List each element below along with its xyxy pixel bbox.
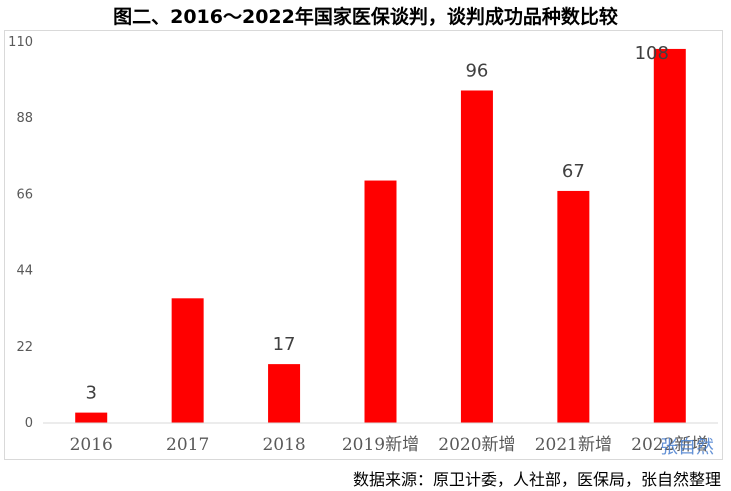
x-tick-label: 2022新增: [631, 435, 708, 455]
y-tick-label: 66: [16, 187, 33, 202]
data-label: 67: [562, 161, 585, 182]
watermark: 张自然: [660, 437, 714, 458]
x-tick-label: 2021新增: [535, 435, 612, 455]
bar: [171, 298, 204, 423]
y-axis: 0 22 44 66 88 110: [8, 35, 33, 431]
bar: [268, 364, 301, 423]
bar: [557, 190, 590, 423]
data-label: 17: [273, 334, 296, 355]
source-note: 数据来源：原卫计委，人社部，医保局，张自然整理: [352, 470, 721, 489]
x-tick-label: 2019新增: [342, 435, 419, 455]
bar: [75, 412, 108, 423]
data-label: 96: [465, 60, 488, 81]
y-tick-label: 44: [16, 264, 33, 279]
bar: [653, 48, 686, 423]
data-label: 108: [635, 43, 669, 64]
data-labels: 3 17 96 67 108: [85, 43, 668, 404]
data-label: 3: [85, 383, 96, 404]
x-tick-label: 2016: [70, 435, 113, 455]
x-axis: 2016 2017 2018 2019新增 2020新增 2021新增 2022新增: [43, 422, 718, 455]
chart-title: 图二、2016～2022年国家医保谈判，谈判成功品种数比较: [113, 6, 618, 28]
x-tick-label: 2017: [166, 435, 209, 455]
y-tick-label: 22: [16, 340, 33, 355]
x-tick-label: 2018: [262, 435, 305, 455]
y-tick-label: 0: [25, 416, 33, 431]
x-tick-label: 2020新增: [438, 435, 515, 455]
bar: [364, 180, 397, 423]
y-tick-label: 110: [8, 35, 33, 50]
bars: [75, 48, 686, 423]
chart-frame: [4, 30, 723, 460]
y-tick-label: 88: [16, 111, 33, 126]
bar: [460, 90, 493, 423]
